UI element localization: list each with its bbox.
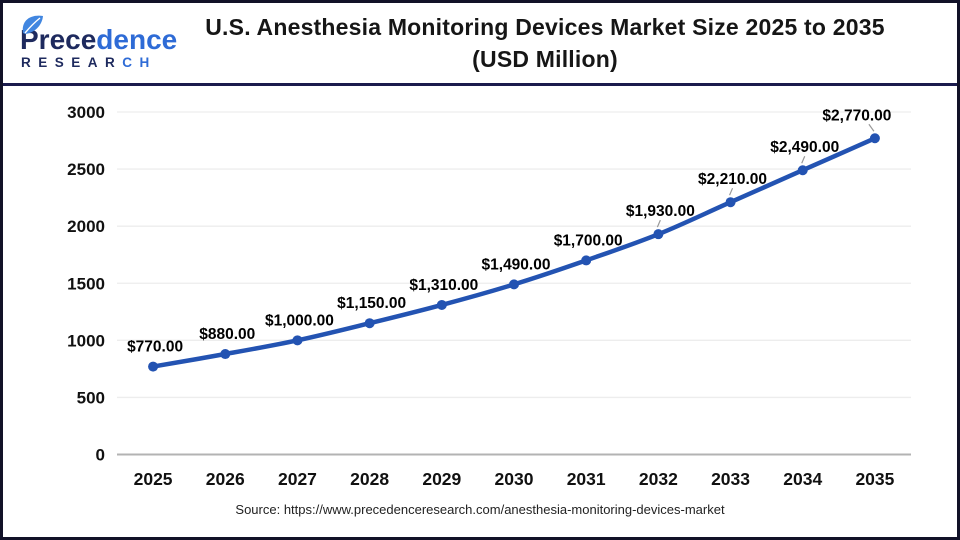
chart-title-line2: (USD Million) [472,46,618,72]
data-point-2032 [653,229,664,240]
x-axis-tick-label: 2026 [206,469,245,489]
data-label-2026: $880.00 [199,326,255,343]
label-leader-line [801,155,806,164]
data-label-2033: $2,210.00 [698,171,767,188]
data-point-2031 [581,255,592,266]
x-axis-tick-label: 2025 [134,469,173,489]
y-axis-tick-label: 1000 [67,331,105,350]
data-label-2025: $770.00 [127,339,183,356]
data-label-2027: $1,000.00 [265,312,334,329]
label-leader-line [868,123,875,132]
label-leader-line [656,219,661,228]
x-axis-tick-label: 2028 [350,469,389,489]
data-point-2028 [364,318,375,329]
data-point-2033 [725,197,736,208]
data-point-2030 [509,279,519,290]
data-label-2031: $1,700.00 [554,232,623,249]
source-note: Source: https://www.precedenceresearch.c… [235,502,725,517]
x-axis-tick-label: 2027 [278,469,317,489]
y-axis-tick-label: 500 [77,388,105,407]
logo-research-text: RESEARCH [21,55,157,70]
data-label-2030: $1,490.00 [482,256,551,273]
x-axis-tick-label: 2035 [855,469,894,489]
data-point-2034 [797,165,808,176]
data-point-2035 [869,133,880,144]
y-axis-tick-label: 2500 [67,160,105,179]
data-point-2027 [292,335,303,346]
data-label-2029: $1,310.00 [409,277,478,294]
x-axis-tick-label: 2031 [567,469,606,489]
chart-title: U.S. Anesthesia Monitoring Devices Marke… [189,11,957,75]
data-point-2029 [436,299,447,310]
data-label-2028: $1,150.00 [337,295,406,312]
y-axis-tick-label: 2000 [67,217,105,236]
market-size-line-chart: 0 500 1000 1500 2000 2500 3000 2025 2026 2027 2028… [67,103,911,489]
label-leader-line [728,187,734,196]
data-label-2035: $2,770.00 [822,107,891,124]
x-axis-tick-label: 2032 [639,469,678,489]
data-point-2026 [220,349,231,360]
chart-title-line1: U.S. Anesthesia Monitoring Devices Marke… [205,14,885,40]
data-label-2032: $1,930.00 [626,203,695,220]
y-axis-tick-label: 3000 [67,103,105,122]
x-axis-tick-label: 2034 [783,469,822,489]
x-axis-tick-label: 2033 [711,469,750,489]
y-axis-tick-label: 1500 [67,274,105,293]
chart-area: 0 500 1000 1500 2000 2500 3000 2025 2026 2027 2028… [3,86,957,508]
data-label-2034: $2,490.00 [770,139,839,156]
leaf-vein [24,16,41,33]
x-axis-tick-label: 2029 [422,469,461,489]
x-axis-tick-label: 2030 [495,469,534,489]
header: Precedence RESEARCH U.S. Anesthesia Moni… [3,3,957,86]
logo-graphic: Precedence RESEARCH [20,15,177,70]
precedence-research-logo: Precedence RESEARCH [17,12,189,77]
data-point-2025 [148,361,159,372]
logo-brand-text: Precedence [20,24,177,55]
y-axis-tick-label: 0 [96,446,105,465]
